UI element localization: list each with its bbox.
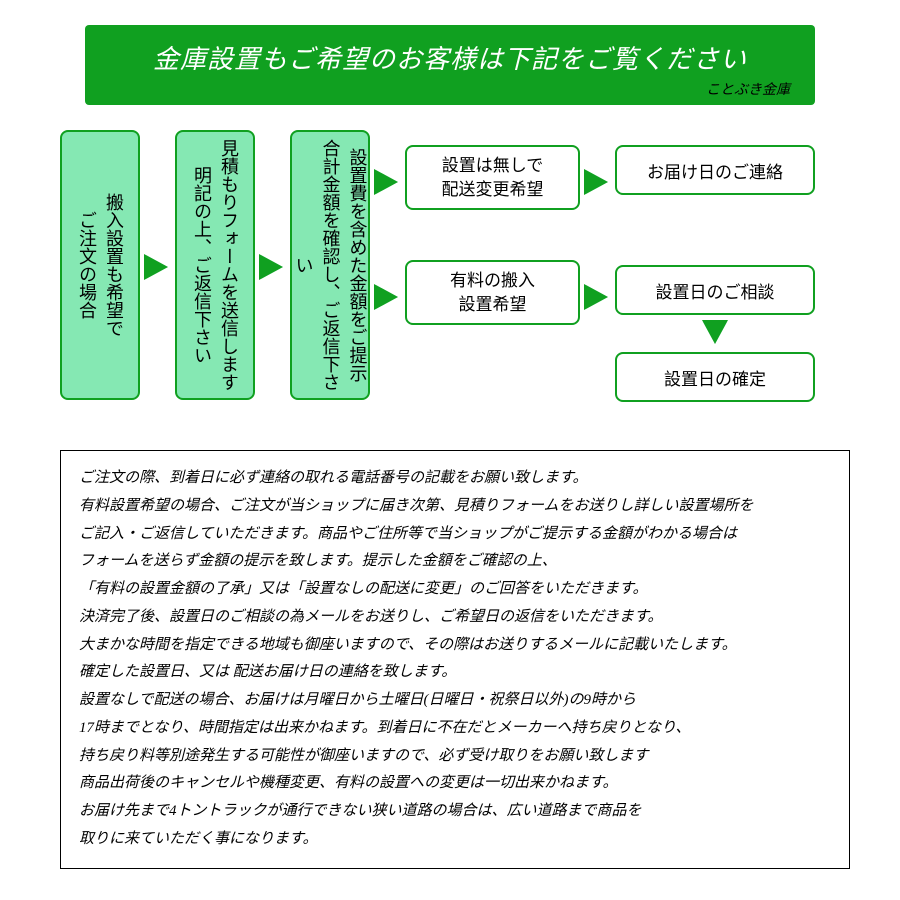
- header-subtitle: ことぶき金庫: [706, 79, 790, 99]
- flowchart: 搬入設置も希望でご注文の場合 見積もりフォームを送信します明記の上、ご返信下さい…: [60, 130, 850, 430]
- arrow-4b: [586, 285, 608, 309]
- arrow-3b: [376, 285, 398, 309]
- flow-box-4b: 有料の搬入設置希望: [405, 260, 580, 325]
- flow-box-1: 搬入設置も希望でご注文の場合: [60, 130, 140, 400]
- flow-box-2: 見積もりフォームを送信します明記の上、ご返信下さい: [175, 130, 255, 400]
- flow-box-4a-label: 設置は無しで配送変更希望: [442, 154, 544, 202]
- notes-line: ご注文の際、到着日に必ず連絡の取れる電話番号の記載をお願い致します。: [79, 465, 831, 493]
- header-title: 金庫設置もご希望のお客様は下記をご覧ください: [85, 25, 815, 76]
- notes-line: ご記入・ご返信していただきます。商品やご住所等で当ショップがご提示する金額がわか…: [79, 521, 831, 549]
- notes-line: 設置なしで配送の場合、お届けは月曜日から土曜日(日曜日・祝祭日以外)の9時から: [79, 687, 831, 715]
- arrow-4a: [586, 170, 608, 194]
- notes-line: フォームを送らず金額の提示を致します。提示した金額をご確認の上、: [79, 548, 831, 576]
- flow-box-6b-label: 設置日の確定: [664, 365, 766, 390]
- notes-line: 商品出荷後のキャンセルや機種変更、有料の設置への変更は一切出来かねます。: [79, 770, 831, 798]
- notes-line: 確定した設置日、又は 配送お届け日の連絡を致します。: [79, 659, 831, 687]
- notes-line: お届け先まで4トントラックが通行できない狭い道路の場合は、広い道路まで商品を: [79, 798, 831, 826]
- flow-box-5b: 設置日のご相談: [615, 265, 815, 315]
- header-banner: 金庫設置もご希望のお客様は下記をご覧ください ことぶき金庫: [85, 25, 815, 105]
- notes-line: 決済完了後、設置日のご相談の為メールをお送りし、ご希望日の返信をいただきます。: [79, 604, 831, 632]
- flow-box-5a-label: お届け日のご連絡: [647, 158, 783, 183]
- flow-box-1-label: 搬入設置も希望でご注文の場合: [73, 193, 127, 337]
- flow-box-3: 設置費を含めた金額をご提示合計金額を確認し、ご返信下さい: [290, 130, 370, 400]
- notes-box: ご注文の際、到着日に必ず連絡の取れる電話番号の記載をお願い致します。有料設置希望…: [60, 450, 850, 869]
- notes-line: 17時までとなり、時間指定は出来かねます。到着日に不在だとメーカーへ持ち戻りとな…: [79, 715, 831, 743]
- flow-box-5b-label: 設置日のご相談: [656, 278, 775, 303]
- notes-line: 大まかな時間を指定できる地域も御座いますので、その際はお送りするメールに記載いた…: [79, 632, 831, 660]
- arrow-3a: [376, 170, 398, 194]
- flow-box-2-label: 見積もりフォームを送信します明記の上、ご返信下さい: [188, 139, 242, 391]
- notes-line: 取りに来ていただく事になります。: [79, 826, 831, 854]
- notes-line: 持ち戻り料等別途発生する可能性が御座いますので、必ず受け取りをお願い致します: [79, 743, 831, 771]
- flow-box-5a: お届け日のご連絡: [615, 145, 815, 195]
- flow-box-3-label: 設置費を含めた金額をご提示合計金額を確認し、ご返信下さい: [290, 138, 371, 392]
- arrow-2: [261, 255, 283, 279]
- arrow-1: [146, 255, 168, 279]
- notes-line: 有料設置希望の場合、ご注文が当ショップに届き次第、見積りフォームをお送りし詳しい…: [79, 493, 831, 521]
- flow-box-6b: 設置日の確定: [615, 352, 815, 402]
- notes-line: 「有料の設置金額の了承」又は「設置なしの配送に変更」のご回答をいただきます。: [79, 576, 831, 604]
- flow-box-4a: 設置は無しで配送変更希望: [405, 145, 580, 210]
- arrow-5b: [703, 322, 727, 344]
- flow-box-4b-label: 有料の搬入設置希望: [450, 269, 535, 317]
